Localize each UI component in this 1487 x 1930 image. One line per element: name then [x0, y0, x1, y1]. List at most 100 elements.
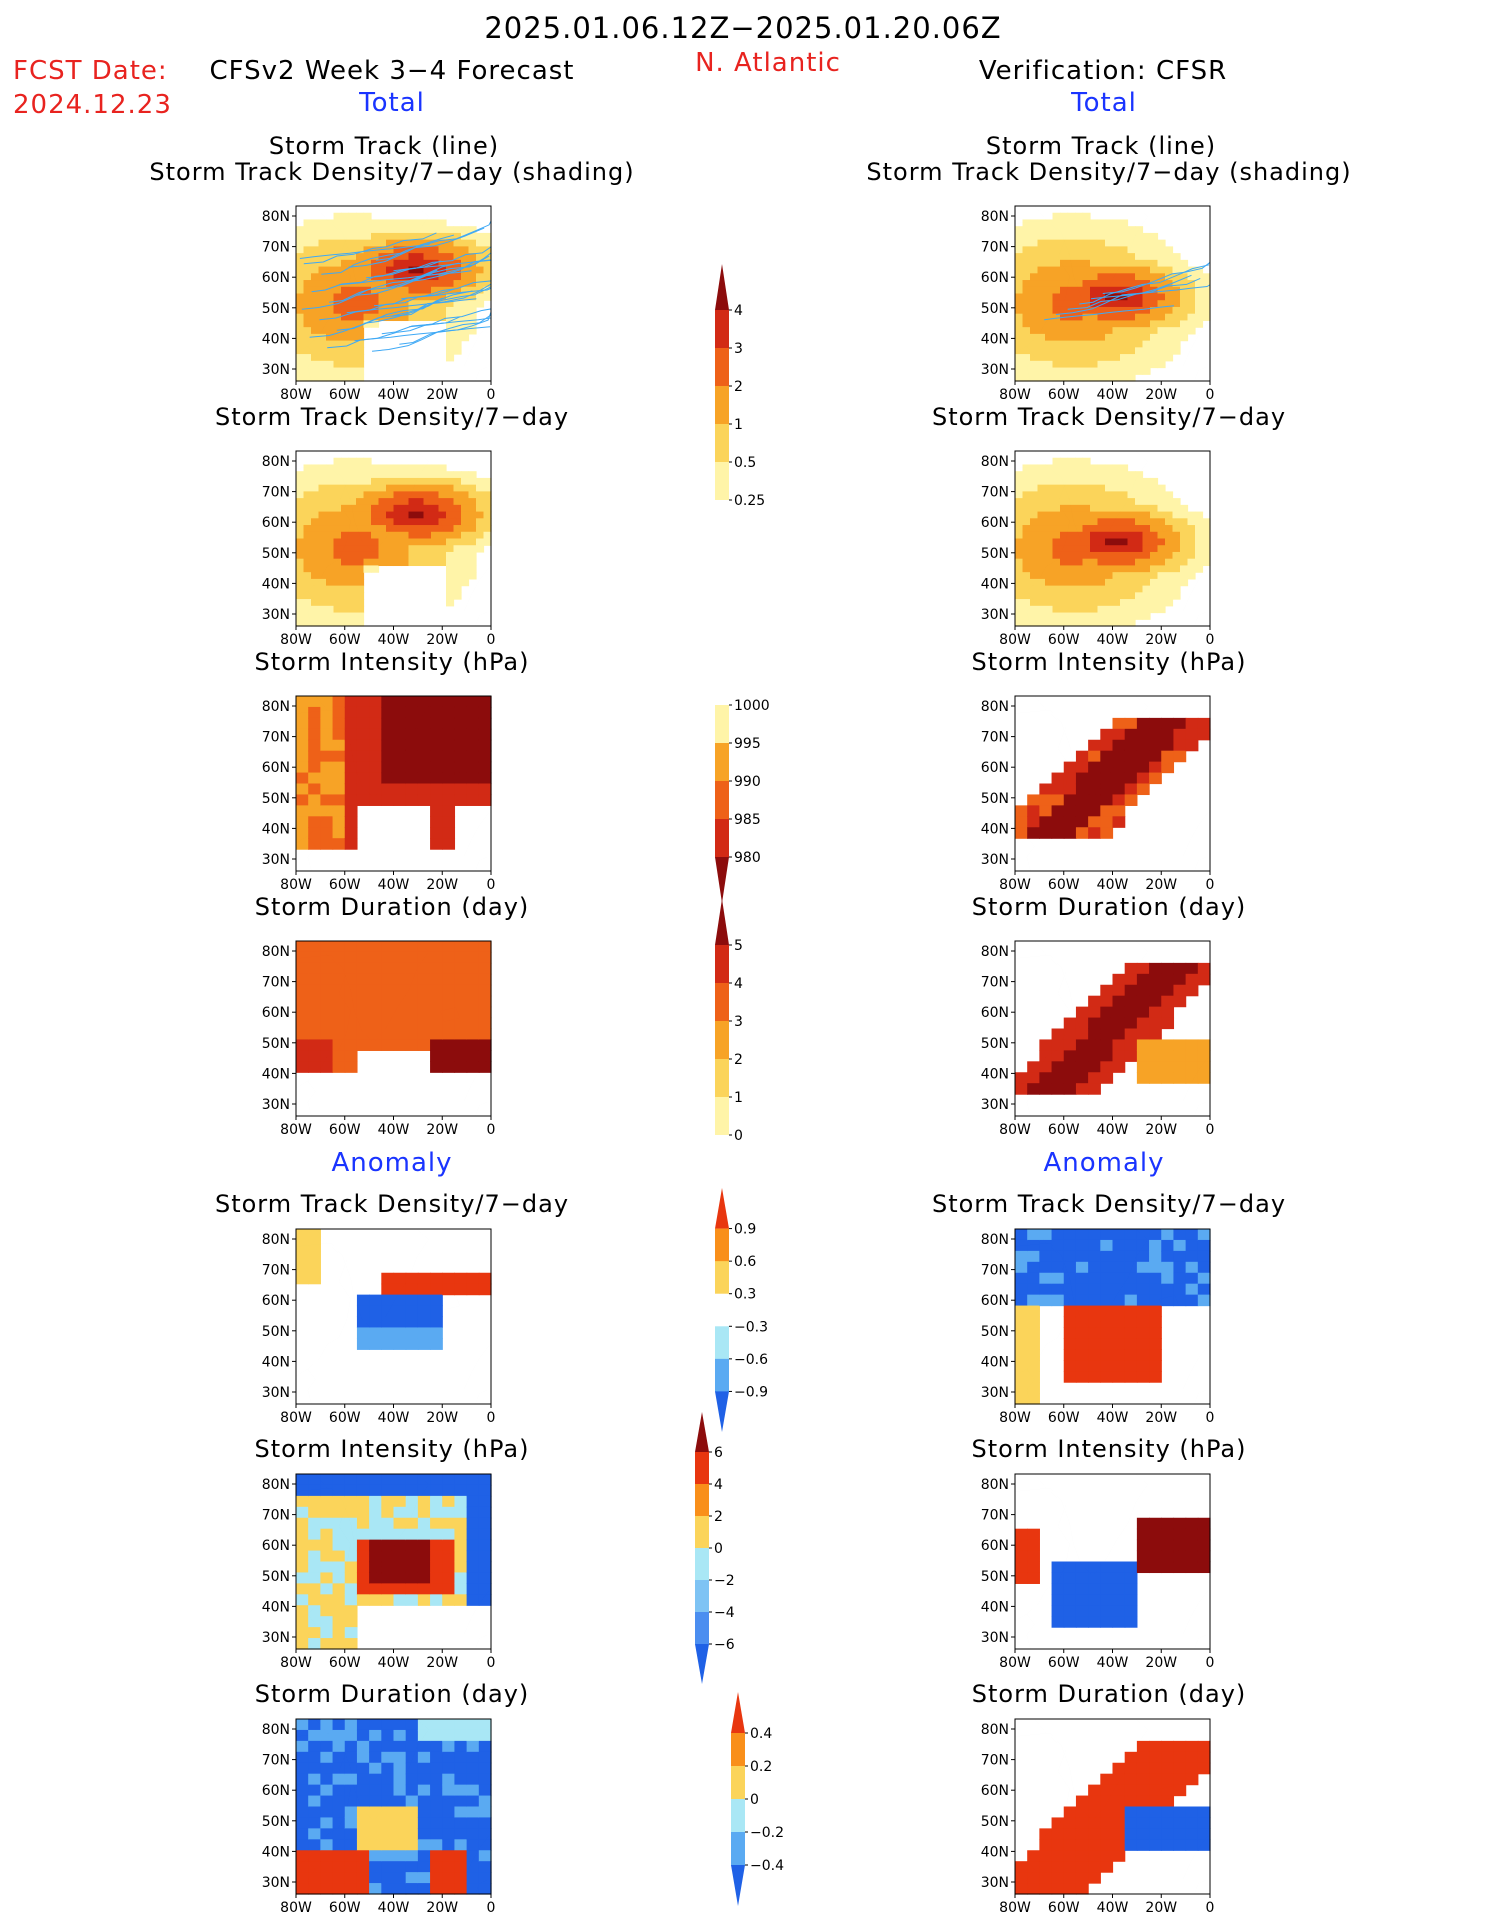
- shade-cell: [1039, 1250, 1053, 1263]
- shade-cell: [308, 1638, 321, 1650]
- shade-cell: [344, 1006, 358, 1019]
- shade-cell: [1112, 1616, 1126, 1628]
- shade-cell: [303, 511, 312, 519]
- shade-cell: [1090, 612, 1099, 620]
- shade-cell: [423, 545, 432, 553]
- shade-cell: [308, 1740, 321, 1753]
- shade-cell: [1027, 1371, 1040, 1383]
- shade-cell: [1060, 259, 1069, 268]
- shade-cell: [1075, 498, 1084, 506]
- shade-cell: [1075, 1594, 1089, 1606]
- shade-cell: [1185, 1762, 1199, 1775]
- shade-cell: [320, 728, 334, 741]
- shade-cell: [1052, 360, 1061, 369]
- shade-cell: [417, 750, 431, 763]
- shade-cell: [454, 962, 468, 975]
- shade-cell: [1090, 605, 1099, 614]
- coastline: [464, 1345, 491, 1405]
- shade-cell: [1161, 1517, 1175, 1530]
- shade-cell: [348, 246, 357, 254]
- shade-cell: [296, 1850, 309, 1862]
- shade-cell: [417, 706, 431, 719]
- shade-cell: [320, 1751, 334, 1764]
- shade-cell: [1172, 545, 1181, 553]
- shade-cell: [468, 306, 477, 315]
- shade-cell: [332, 739, 346, 752]
- shade-cell: [1112, 783, 1126, 796]
- shade-cell: [466, 1272, 480, 1285]
- shade-cell: [1045, 273, 1054, 281]
- shade-cell: [1100, 1828, 1114, 1840]
- shade-cell: [333, 612, 342, 620]
- shade-cell: [1015, 266, 1024, 274]
- shade-cell: [356, 320, 365, 328]
- shade-cell: [416, 232, 425, 241]
- colorbar-swatch: [695, 1412, 709, 1452]
- shade-cell: [333, 491, 342, 499]
- shade-cell: [303, 477, 312, 486]
- shade-cell: [333, 306, 342, 315]
- shade-cell: [1150, 605, 1159, 614]
- shade-cell: [332, 1517, 346, 1530]
- shade-cell: [369, 1729, 382, 1742]
- shade-cell: [393, 531, 402, 540]
- shade-cell: [1090, 320, 1099, 328]
- shade-cell: [356, 1883, 370, 1895]
- lon-tick-label: 40W: [378, 877, 410, 893]
- shade-cell: [344, 1762, 358, 1775]
- shade-cell: [1051, 1861, 1065, 1873]
- shade-cell: [341, 347, 350, 355]
- shade-cell: [1161, 1261, 1175, 1274]
- shade-cell: [1187, 551, 1196, 560]
- shade-cell: [1052, 471, 1061, 479]
- shade-cell: [1090, 545, 1099, 553]
- shade-cell: [341, 551, 350, 560]
- lon-tick-label: 20W: [426, 1900, 458, 1916]
- shade-cell: [1120, 253, 1129, 261]
- shade-cell: [1075, 578, 1084, 587]
- shade-cell: [1063, 772, 1077, 785]
- shade-cell: [1165, 525, 1174, 533]
- shade-cell: [466, 1474, 480, 1486]
- shade-cell: [1135, 484, 1144, 492]
- shade-cell: [1088, 805, 1101, 817]
- shade-cell: [303, 471, 312, 479]
- shade-cell: [430, 1338, 443, 1350]
- shade-cell: [401, 558, 410, 567]
- shade-cell: [356, 347, 365, 355]
- shade-cell: [1015, 1528, 1028, 1541]
- shade-cell: [1173, 1283, 1187, 1296]
- shade-cell: [417, 728, 431, 741]
- shade-cell: [369, 794, 382, 806]
- shade-cell: [1185, 1828, 1199, 1840]
- shade-cell: [1067, 374, 1076, 382]
- shade-cell: [405, 1495, 419, 1508]
- lon-tick-label: 20W: [1145, 1122, 1177, 1138]
- shade-cell: [1090, 374, 1099, 382]
- shade-cell: [1082, 226, 1091, 234]
- shade-cell: [1112, 728, 1126, 741]
- shade-cell: [1060, 367, 1069, 375]
- shade-cell: [405, 1784, 419, 1797]
- shade-cell: [1165, 327, 1174, 335]
- shade-cell: [1124, 1327, 1138, 1339]
- shade-cell: [1060, 266, 1069, 274]
- shade-cell: [386, 253, 395, 261]
- shade-cell: [303, 239, 312, 247]
- shade-cell: [1187, 531, 1196, 540]
- shade-cell: [1157, 551, 1166, 560]
- shade-cell: [326, 612, 335, 620]
- shade-cell: [1157, 565, 1166, 573]
- shade-cell: [1173, 1762, 1187, 1775]
- shade-cell: [1015, 259, 1024, 268]
- shade-cell: [341, 477, 350, 486]
- shade-cell: [446, 477, 455, 486]
- shade-cell: [308, 717, 321, 730]
- shade-cell: [405, 728, 419, 741]
- shade-cell: [1060, 551, 1069, 560]
- shade-cell: [1015, 226, 1024, 234]
- shade-cell: [1165, 498, 1174, 506]
- coastline: [308, 1859, 316, 1894]
- shade-cell: [478, 1740, 492, 1753]
- shade-cell: [1022, 551, 1031, 560]
